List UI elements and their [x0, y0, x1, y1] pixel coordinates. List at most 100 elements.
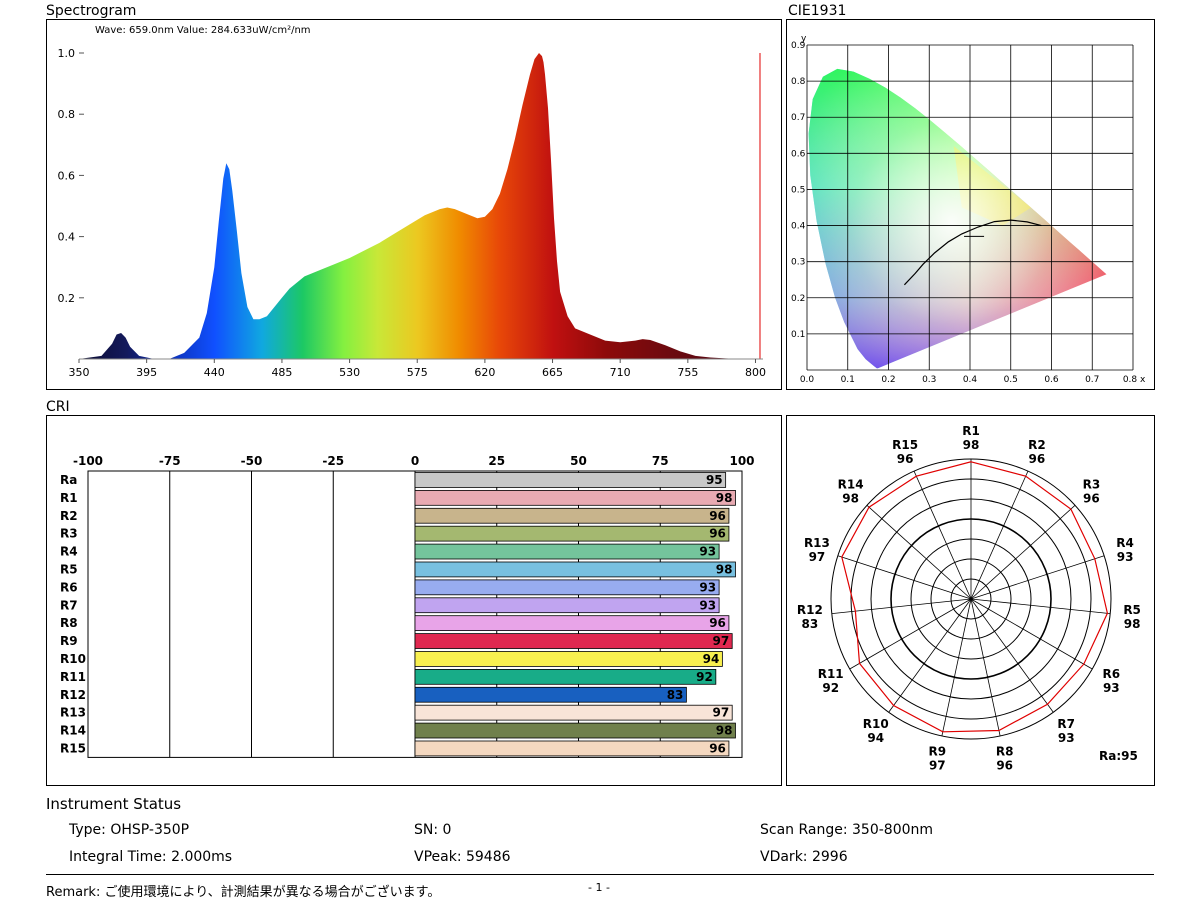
polar-category-label: R15 — [892, 438, 918, 452]
cri-bar — [414, 472, 727, 488]
status-scan-range: Scan Range: 350-800nm — [760, 822, 934, 838]
x-tick-label: 0.4 — [963, 375, 978, 385]
polar-value-label: 94 — [867, 731, 884, 745]
planckian-locus — [903, 219, 1042, 286]
cri-value-label: 95 — [706, 473, 723, 487]
polar-category-label: R11 — [818, 667, 844, 681]
x-tick-label: 50 — [570, 454, 587, 468]
category-label: R7 — [60, 598, 78, 612]
polar-value-label: 96 — [1029, 452, 1046, 466]
status-sn: SN: 0 — [414, 822, 452, 838]
y-axis-label: y — [801, 34, 807, 44]
cri-bar — [414, 561, 736, 578]
cri-value-label: 96 — [709, 527, 726, 541]
cri-value-label: 92 — [696, 670, 713, 684]
status-vpeak: VPeak: 59486 — [414, 849, 511, 865]
y-tick-label: 0.9 — [791, 41, 806, 51]
x-tick-label: 530 — [339, 366, 360, 379]
category-label: R6 — [60, 580, 78, 594]
cri-bar — [414, 704, 733, 721]
cri-bar — [414, 686, 687, 703]
x-tick-label: 0.8 — [1123, 375, 1138, 385]
status-type: Type: OHSP-350P — [69, 822, 190, 838]
polar-category-label: R7 — [1057, 717, 1075, 731]
category-label: R13 — [60, 706, 86, 720]
polar-spoke — [913, 470, 972, 600]
cri-bar — [414, 668, 717, 685]
cri-value-label: 93 — [699, 545, 716, 559]
cri-value-label: 94 — [703, 652, 720, 666]
polar-category-label: R8 — [996, 744, 1014, 758]
cri-bar — [414, 722, 736, 739]
x-tick-label: 710 — [610, 366, 631, 379]
cie-panel: 0.0 0.1 0.2 0.3 0.4 0.5 0.6 0.7 0.8 x 0.1 0.2 0.3 0.4… — [786, 19, 1155, 390]
x-tick-label: 0.7 — [1085, 375, 1099, 385]
cri-bar — [414, 490, 736, 506]
x-tick-label: 755 — [677, 366, 698, 379]
x-axis-label: x — [1140, 375, 1146, 385]
polar-category-label: R3 — [1083, 478, 1101, 492]
y-tick-label: 0.8 — [58, 108, 76, 121]
y-tick-label: 0.8 — [791, 77, 806, 87]
x-tick-label: 620 — [474, 366, 495, 379]
x-tick-label: -100 — [73, 454, 103, 468]
x-tick-label: 800 — [745, 366, 766, 379]
cri-bar-chart: -100 -75 -50 -25 0 25 50 75 100 Ra 95 R1 98 R2 96 R3 96 R… — [60, 454, 755, 758]
cri-value-label: 96 — [709, 742, 726, 756]
polar-value-label: 83 — [802, 617, 819, 631]
polar-value-label: 93 — [1103, 681, 1120, 695]
polar-value-label: 96 — [996, 758, 1013, 772]
cri-bar — [414, 579, 720, 596]
x-tick-label: 350 — [69, 366, 90, 379]
y-tick-label: 0.4 — [791, 222, 806, 232]
x-tick-label: -75 — [159, 454, 181, 468]
y-tick-label: 0.2 — [791, 294, 805, 304]
cri-bar — [414, 651, 723, 667]
cri-value-label: 98 — [716, 491, 733, 505]
cri-value-label: 97 — [712, 706, 729, 720]
x-tick-label: 0.6 — [1044, 375, 1059, 385]
x-tick-label: 440 — [204, 366, 225, 379]
polar-spoke — [970, 470, 1029, 600]
cri-value-label: 96 — [709, 509, 726, 523]
x-tick-label: -50 — [241, 454, 263, 468]
divider — [46, 874, 1154, 875]
polar-spoke — [970, 598, 1054, 713]
polar-category-label: R5 — [1123, 603, 1141, 617]
polar-value-label: 93 — [1058, 731, 1075, 745]
category-label: R1 — [60, 491, 78, 505]
x-tick-label: 0 — [411, 454, 419, 468]
polar-category-label: R13 — [804, 536, 830, 550]
spectrum-area — [79, 53, 756, 359]
x-tick-label: 0.0 — [800, 375, 815, 385]
polar-value-label: 92 — [822, 681, 839, 695]
cri-value-label: 96 — [709, 616, 726, 630]
polar-spoke — [970, 505, 1076, 600]
spectrogram-panel: 0.2 0.4 0.6 0.8 1.0 350 395 440 485 530 575 620 665… — [46, 19, 782, 390]
polar-category-label: R9 — [929, 744, 947, 758]
cri-value-label: 83 — [667, 688, 684, 702]
y-tick-label: 0.3 — [791, 258, 805, 268]
polar-spoke — [941, 598, 972, 737]
cri-value-label: 93 — [699, 580, 716, 594]
category-label: R2 — [60, 509, 78, 523]
polar-value-label: 98 — [842, 492, 859, 506]
category-label: R14 — [60, 724, 86, 738]
category-label: R12 — [60, 688, 86, 702]
category-label: R11 — [60, 670, 86, 684]
polar-category-label: R6 — [1102, 667, 1120, 681]
x-tick-label: 0.3 — [922, 375, 936, 385]
polar-value-label: 97 — [809, 550, 826, 564]
cri-value-label: 98 — [716, 563, 733, 577]
polar-category-label: R1 — [962, 424, 980, 438]
category-label: Ra — [60, 473, 77, 487]
category-label: R3 — [60, 527, 78, 541]
polar-value-label: 97 — [929, 758, 946, 772]
polar-value-label: 93 — [1117, 550, 1134, 564]
cri-plot-frame — [87, 470, 743, 758]
y-tick-label: 0.4 — [58, 231, 76, 244]
category-label: R8 — [60, 616, 78, 630]
cri-bar — [414, 740, 730, 757]
spectrogram-title: Spectrogram — [46, 3, 137, 19]
